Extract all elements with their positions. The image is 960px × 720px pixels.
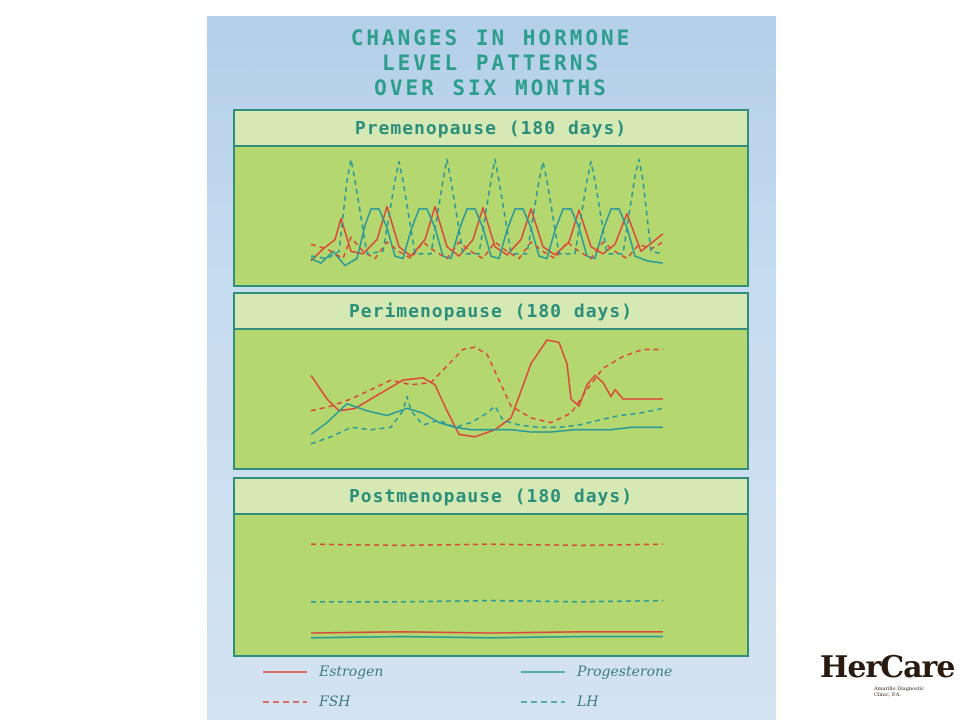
- legend-swatch-progesterone: [521, 671, 565, 673]
- legend-item-progesterone: Progesterone: [521, 664, 672, 680]
- premenopause-panel-title: Premenopause (180 days): [235, 111, 747, 147]
- chart-title-line-1: CHANGES IN HORMONE: [350, 26, 633, 50]
- hercare-logo-wordmark: HerCare: [820, 650, 955, 685]
- series-line-estrogen: [310, 631, 663, 634]
- legend-item-estrogen: Estrogen: [263, 664, 383, 680]
- postmenopause-panel-title: Postmenopause (180 days): [235, 479, 747, 515]
- hercare-logo: HerCare Amarillo Diagnostic Clinic, P.A.: [820, 650, 955, 704]
- legend-label-estrogen: Estrogen: [319, 664, 384, 680]
- legend-label-progesterone: Progesterone: [577, 664, 673, 680]
- legend-item-fsh: FSH: [263, 694, 351, 710]
- perimenopause-panel: Perimenopause (180 days): [233, 292, 749, 470]
- perimenopause-panel-title: Perimenopause (180 days): [235, 294, 747, 330]
- legend-item-lh: LH: [521, 694, 599, 710]
- series-line-progesterone: [310, 402, 663, 436]
- legend-label-fsh: FSH: [319, 694, 351, 710]
- legend-swatch-fsh: [263, 701, 307, 703]
- series-line-fsh: [310, 543, 664, 547]
- hormone-chart-poster: CHANGES IN HORMONE LEVEL PATTERNS OVER S…: [207, 16, 776, 720]
- series-line-lh: [310, 158, 664, 260]
- legend-swatch-estrogen: [263, 671, 307, 673]
- legend-label-lh: LH: [577, 694, 599, 710]
- postmenopause-panel: Postmenopause (180 days): [233, 477, 749, 657]
- series-line-lh: [311, 599, 664, 603]
- premenopause-panel: Premenopause (180 days): [233, 109, 749, 287]
- premenopause-plot: [310, 158, 664, 267]
- chart-title-line-3: OVER SIX MONTHS: [374, 76, 609, 100]
- series-line-progesterone: [310, 635, 663, 639]
- series-line-fsh: [310, 346, 663, 424]
- series-line-progesterone: [310, 208, 664, 267]
- legend-swatch-lh: [521, 701, 565, 703]
- chart-legend: Estrogen Progesterone FSH LH: [207, 658, 776, 720]
- series-line-lh: [310, 395, 664, 445]
- clinic-name: Amarillo Diagnostic Clinic, P.A.: [874, 686, 925, 698]
- postmenopause-plot: [310, 543, 664, 639]
- perimenopause-plot: [310, 339, 664, 445]
- series-line-estrogen: [310, 339, 663, 438]
- series-line-estrogen: [310, 205, 664, 262]
- chart-title-line-2: LEVEL PATTERNS: [381, 51, 601, 75]
